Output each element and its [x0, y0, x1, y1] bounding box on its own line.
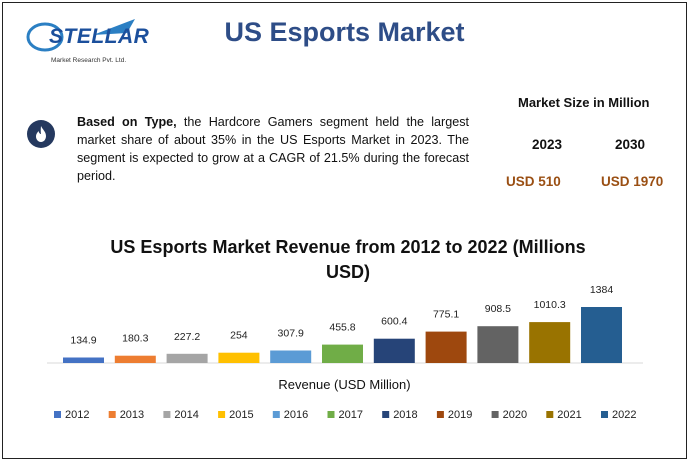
- bar-2019: [425, 331, 467, 363]
- bar-group: 134.9 180.3 227.2 254 307.9 455.8 600.4 775.1 90…: [63, 284, 622, 363]
- data-label-2014: 227.2: [174, 331, 200, 343]
- legend-swatch-2014: [163, 411, 171, 418]
- legend-label-2013: 2013: [120, 409, 144, 421]
- legend-swatch-2016: [272, 411, 280, 418]
- legend-swatch-2019: [436, 411, 444, 418]
- legend-label-2017: 2017: [339, 409, 363, 421]
- market-size-heading: Market Size in Million: [518, 95, 650, 110]
- market-year-2030: 2030: [615, 137, 646, 152]
- legend-swatch-2017: [327, 411, 335, 418]
- legend-label-2016: 2016: [284, 409, 308, 421]
- bar-2016: [270, 350, 312, 363]
- bar-2020: [477, 326, 519, 363]
- legend-label-2021: 2021: [557, 409, 581, 421]
- chart-title: US Esports Market Revenue from 2012 to 2…: [110, 237, 586, 282]
- market-value-2030: USD 1970: [601, 174, 664, 189]
- legend-label-2022: 2022: [612, 409, 636, 421]
- data-label-2022: 1384: [590, 284, 614, 296]
- legend-label-2019: 2019: [448, 409, 472, 421]
- legend-swatch-2012: [54, 411, 61, 418]
- data-label-2013: 180.3: [122, 333, 148, 345]
- flame-icon: [27, 120, 55, 148]
- logo-subtitle: Market Research Pvt. Ltd.: [51, 57, 127, 64]
- data-label-2016: 307.9: [278, 328, 304, 340]
- summary-text: Based on Type, the Hardcore Gamers segme…: [77, 113, 469, 185]
- market-value-2023: USD 510: [506, 174, 561, 189]
- legend-swatch-2018: [382, 411, 390, 418]
- data-label-2019: 775.1: [433, 309, 459, 321]
- data-label-2020: 908.5: [485, 303, 511, 315]
- bar-2018: [373, 338, 415, 363]
- bar-2022: [581, 307, 622, 363]
- legend-swatch-2021: [546, 411, 554, 418]
- page-title: US Esports Market: [224, 17, 465, 47]
- logo-wordmark: STELLAR: [49, 25, 150, 48]
- data-label-2021: 1010.3: [534, 299, 566, 311]
- market-year-2023: 2023: [532, 137, 563, 152]
- bar-2021: [529, 322, 571, 363]
- bar-2017: [322, 344, 363, 363]
- legend-label-2015: 2015: [229, 409, 253, 421]
- bar-2012: [63, 357, 104, 363]
- legend-swatch-2020: [491, 411, 499, 418]
- legend-label-2020: 2020: [503, 409, 527, 421]
- infographic-frame: STELLAR Market Research Pvt. Ltd. US Esp…: [2, 2, 687, 459]
- x-axis-label: Revenue (USD Million): [278, 377, 411, 392]
- summary-lead: Based on Type,: [77, 115, 177, 129]
- data-label-2012: 134.9: [70, 335, 96, 347]
- summary-body: the Hardcore Gamers segment held the lar…: [77, 115, 470, 183]
- legend-swatch-2013: [108, 411, 116, 418]
- chart-legend: 2012 2013 2014 2015 2016 2017 2018 2019 2020 2021…: [54, 409, 636, 421]
- bar-2013: [114, 355, 156, 363]
- data-label-2018: 600.4: [381, 316, 407, 328]
- legend-label-2014: 2014: [174, 409, 198, 421]
- legend-label-2012: 2012: [65, 409, 89, 421]
- data-label-2015: 254: [230, 330, 248, 342]
- legend-swatch-2015: [218, 411, 226, 418]
- logo-swoosh-icon: [26, 19, 135, 52]
- bar-2014: [166, 353, 208, 363]
- company-logo: STELLAR Market Research Pvt. Ltd.: [23, 13, 153, 73]
- bar-2015: [218, 352, 260, 363]
- revenue-bar-chart: 134.9 180.3 227.2 254 307.9 455.8 600.4 775.1 90…: [47, 284, 643, 421]
- data-label-2017: 455.8: [329, 322, 355, 334]
- legend-swatch-2022: [601, 411, 608, 418]
- legend-label-2018: 2018: [393, 409, 417, 421]
